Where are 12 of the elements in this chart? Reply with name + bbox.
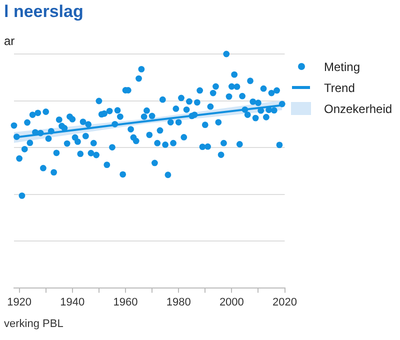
- text: verking PBL: [4, 318, 64, 330]
- x-tick-label: 1980: [166, 296, 191, 308]
- y-axis-title: ar: [4, 34, 15, 48]
- legend-label: Meting: [324, 60, 360, 74]
- text: Onzekerheid: [324, 102, 392, 116]
- chart-title: l neerslag: [4, 2, 84, 22]
- x-tick-label: 1920: [7, 296, 32, 308]
- x-tick-label: 2000: [219, 296, 244, 308]
- legend-label: Trend: [324, 80, 355, 94]
- x-tick-label: 2020: [272, 296, 298, 308]
- x-tick-label: 1960: [113, 296, 138, 308]
- x-tick-label: 1940: [60, 296, 85, 308]
